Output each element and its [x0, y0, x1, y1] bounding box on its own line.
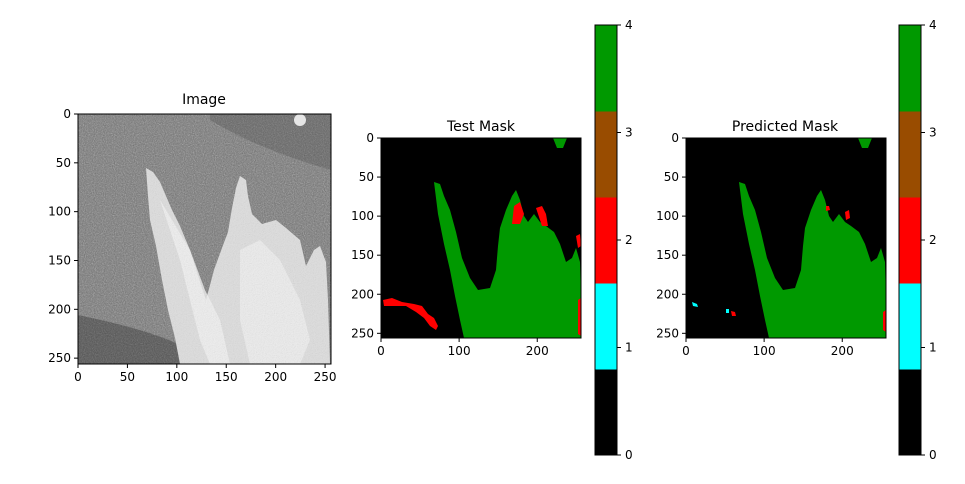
y-tick-label: 150 [48, 253, 71, 267]
y-tick-label: 100 [351, 209, 374, 223]
colorbar-tick-label: 0 [625, 448, 633, 462]
predicted-mask-axes-frame [685, 137, 887, 339]
colorbar-segment [899, 25, 921, 112]
colorbar-tick-label: 2 [929, 233, 937, 247]
y-tick-label: 0 [671, 131, 679, 145]
predicted-mask-image [686, 138, 886, 338]
pred-class-1-region [692, 302, 698, 307]
x-tick-label: 0 [74, 370, 82, 384]
colorbar-segment [899, 283, 921, 370]
test-mask-title: Test Mask [446, 119, 516, 135]
colorbar-segment [899, 369, 921, 456]
y-tick-label: 150 [351, 248, 374, 262]
x-tick-label: 0 [377, 344, 385, 358]
image-panel: Image 0 50 100 150 200 250 0 50 100 150 200 250 [48, 92, 336, 384]
predicted-mask-panel: Predicted Mask 0 100 200 0 50 100 150 200 250 0… [656, 18, 937, 462]
colorbar-tick-label: 1 [929, 341, 937, 355]
test-mask-axes-frame [380, 137, 582, 339]
image-x-axis: 0 50 100 150 200 250 [74, 364, 337, 384]
pred-class-2-region [845, 210, 850, 220]
y-tick-label: 50 [664, 170, 679, 184]
image-axes-frame [77, 113, 332, 365]
x-tick-label: 200 [526, 344, 549, 358]
sar-image [78, 114, 331, 364]
y-tick-label: 100 [656, 209, 679, 223]
y-tick-label: 200 [48, 302, 71, 316]
colorbar-tick-label: 3 [929, 126, 937, 140]
colorbar-segment [899, 111, 921, 198]
y-tick-label: 50 [359, 170, 374, 184]
y-tick-label: 100 [48, 205, 71, 219]
test-mask-panel: Test Mask 0 100 200 0 50 100 150 200 250 0 1 2 3 4 [351, 18, 633, 462]
y-tick-label: 0 [63, 107, 71, 121]
predicted-mask-colorbar: 0 1 2 3 4 [898, 18, 937, 462]
colorbar-tick-label: 3 [625, 126, 633, 140]
y-tick-label: 200 [656, 287, 679, 301]
test-mask-image [381, 138, 581, 338]
colorbar-segment [595, 369, 617, 456]
colorbar-tick-label: 0 [929, 448, 937, 462]
y-tick-label: 250 [656, 326, 679, 340]
colorbar-segment [595, 197, 617, 284]
image-panel-title: Image [182, 92, 226, 108]
predicted-mask-title: Predicted Mask [732, 119, 839, 135]
colorbar-tick-label: 4 [625, 18, 633, 32]
x-tick-label: 100 [448, 344, 471, 358]
x-tick-label: 150 [215, 370, 238, 384]
x-tick-label: 0 [682, 344, 690, 358]
y-tick-label: 250 [48, 351, 71, 365]
pred-class-4-region [739, 182, 886, 338]
colorbar-tick-label: 1 [625, 341, 633, 355]
class-4-region [434, 182, 581, 338]
x-tick-label: 250 [314, 370, 337, 384]
test-mask-y-axis: 0 50 100 150 200 250 [351, 131, 381, 340]
colorbar-segment [595, 111, 617, 198]
test-mask-x-axis: 0 100 200 [377, 338, 549, 358]
colorbar-segment [595, 283, 617, 370]
y-tick-label: 200 [351, 287, 374, 301]
y-tick-label: 50 [56, 156, 71, 170]
test-mask-colorbar: 0 1 2 3 4 [594, 18, 633, 462]
x-tick-label: 100 [753, 344, 776, 358]
y-tick-label: 150 [656, 248, 679, 262]
x-tick-label: 100 [165, 370, 188, 384]
colorbar-tick-label: 4 [929, 18, 937, 32]
y-tick-label: 250 [351, 326, 374, 340]
predicted-mask-y-axis: 0 50 100 150 200 250 [656, 131, 686, 340]
colorbar-segment [595, 25, 617, 112]
predicted-mask-x-axis: 0 100 200 [682, 338, 854, 358]
colorbar-tick-label: 2 [625, 233, 633, 247]
class-2-region [512, 202, 524, 224]
image-y-axis: 0 50 100 150 200 250 [48, 107, 78, 365]
x-tick-label: 200 [264, 370, 287, 384]
x-tick-label: 200 [831, 344, 854, 358]
x-tick-label: 50 [120, 370, 135, 384]
colorbar-segment [899, 197, 921, 284]
y-tick-label: 0 [366, 131, 374, 145]
